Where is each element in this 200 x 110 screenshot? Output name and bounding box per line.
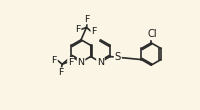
- Text: F: F: [75, 25, 80, 34]
- Text: N: N: [77, 58, 84, 67]
- Text: N: N: [96, 58, 103, 67]
- Text: Cl: Cl: [146, 29, 156, 39]
- Text: F: F: [91, 27, 96, 36]
- Text: S: S: [114, 52, 120, 62]
- Text: F: F: [57, 68, 63, 77]
- Text: F: F: [68, 58, 73, 67]
- Text: F: F: [84, 15, 89, 24]
- Text: F: F: [51, 56, 57, 65]
